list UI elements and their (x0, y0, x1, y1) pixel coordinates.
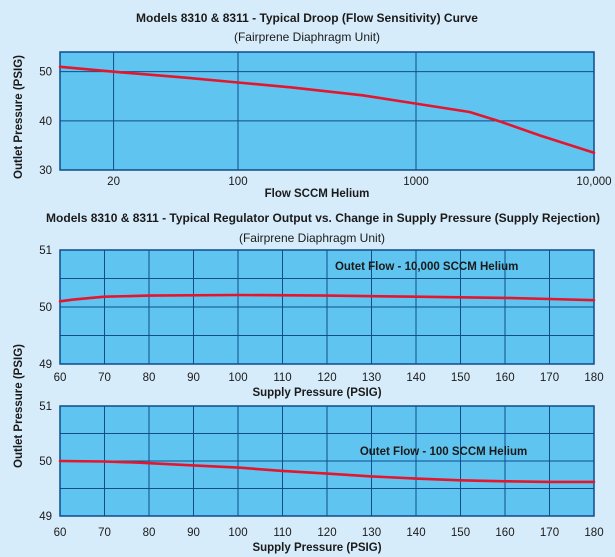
supply-rejection-chart-subtitle: (Fairprene Diaphragm Unit) (239, 231, 385, 245)
droop-x-tick-label: 20 (107, 176, 120, 188)
droop-data-point (59, 66, 61, 68)
droop-data-point (593, 152, 595, 154)
supply-10000-x-tick-label: 160 (495, 372, 514, 384)
supply-10000-data-point (72, 298, 74, 300)
supply-10000-x-tick-label: 90 (187, 372, 200, 384)
droop-series-line (58, 65, 596, 155)
supply-100-x-tick-label: 90 (187, 527, 200, 539)
supply-100-x-tick-label: 80 (143, 527, 156, 539)
supply-10000-x-tick-label: 80 (143, 372, 156, 384)
droop-data-point (237, 81, 239, 83)
supply-10000-data-point (59, 300, 61, 302)
droop-x-tick-label: 10,000 (576, 176, 611, 188)
droop-chart-ylabel: Outlet Pressure (PSIG) (13, 55, 25, 179)
supply-100-x-tick-label: 100 (228, 527, 247, 539)
supply-100-annotation: Outet Flow - 100 SCCM Helium (360, 446, 527, 458)
supply-100-chart: 60 70 80 90 100 110 120 130 140 150 160 170 180 49 50 5… (39, 401, 603, 554)
supply-100-x-tick-label: 170 (540, 527, 559, 539)
supply-10000-data-point (237, 294, 239, 296)
supply-10000-x-tick-label: 130 (362, 372, 381, 384)
supply-rejection-chart-title: Models 8310 & 8311 - Typical Regulator O… (46, 211, 600, 225)
supply-10000-data-point (548, 298, 550, 300)
supply-100-series-line (58, 459, 596, 484)
supply-100-x-tick-label: 120 (317, 527, 336, 539)
supply-100-data-point (139, 461, 141, 463)
supply-100-y-tick-label: 51 (39, 401, 52, 413)
droop-plot-area (60, 52, 594, 170)
supply-10000-plot-frame (59, 249, 595, 365)
droop-data-point (500, 121, 502, 123)
supply-100-data-point (548, 481, 550, 483)
chart-panels: 20 100 1000 10,000 30 40 50 Flow SCCM Helium 60 7… (39, 51, 612, 554)
droop-x-tick-label: 1000 (403, 176, 429, 188)
supply-100-data-point (192, 464, 194, 466)
supply-10000-data-point (415, 296, 417, 298)
supply-100-data-point (593, 481, 595, 483)
droop-chart-subtitle: (Fairprene Diaphragm Unit) (234, 30, 380, 44)
supply-10000-x-tick-label: 100 (228, 372, 247, 384)
supply-10000-x-tick-label: 140 (406, 372, 425, 384)
supply-100-x-tick-label: 180 (584, 527, 603, 539)
supply-10000-x-axis-label: Supply Pressure (PSIG) (252, 387, 381, 399)
droop-y-tick-label: 40 (39, 116, 52, 128)
droop-data-point (112, 70, 114, 72)
supply-100-x-tick-label: 160 (495, 527, 514, 539)
supply-100-x-tick-label: 140 (406, 527, 425, 539)
supply-100-y-tick-label: 50 (39, 456, 52, 468)
supply-100-x-tick-label: 60 (54, 527, 67, 539)
supply-100-data-point (370, 475, 372, 477)
supply-100-data-point (237, 466, 239, 468)
droop-data-point (183, 76, 185, 78)
supply-10000-y-tick-label: 51 (39, 245, 52, 257)
supply-10000-x-tick-label: 180 (584, 372, 603, 384)
droop-x-tick-label: 100 (228, 176, 247, 188)
supply-100-data-point (59, 460, 61, 462)
supply-100-x-tick-label: 130 (362, 527, 381, 539)
supply-10000-series-line (58, 293, 596, 303)
supply-100-data-point (281, 470, 283, 472)
supply-100-x-tick-label: 150 (451, 527, 470, 539)
supply-100-data-point (459, 479, 461, 481)
supply-10000-data-point (326, 294, 328, 296)
droop-chart-title: Models 8310 & 8311 - Typical Droop (Flow… (136, 11, 478, 25)
supply-10000-x-tick-label: 120 (317, 372, 336, 384)
droop-plot-frame (59, 51, 595, 171)
droop-x-axis-label: Flow SCCM Helium (265, 188, 370, 200)
supply-100-data-point (103, 460, 105, 462)
shared-ylabel: Outlet Pressure (PSIG) (13, 344, 25, 468)
droop-data-point (415, 102, 417, 104)
supply-100-y-tick-label: 49 (39, 511, 52, 523)
supply-10000-data-point (593, 299, 595, 301)
supply-100-data-point (415, 477, 417, 479)
droop-chart: 20 100 1000 10,000 30 40 50 Flow SCCM Helium (39, 51, 612, 200)
supply-100-data-point (326, 472, 328, 474)
droop-data-point (539, 134, 541, 136)
droop-data-point (468, 111, 470, 113)
supply-100-x-tick-label: 70 (98, 527, 111, 539)
supply-10000-x-tick-label: 70 (98, 372, 111, 384)
supply-10000-x-tick-label: 60 (54, 372, 67, 384)
supply-100-x-tick-label: 110 (273, 527, 291, 539)
supply-10000-chart: 60 70 80 90 100 110 120 130 140 150 160 170 180 49 50 5… (39, 245, 603, 399)
supply-10000-x-tick-label: 110 (273, 372, 291, 384)
supply-10000-annotation: Outet Flow - 10,000 SCCM Helium (335, 261, 518, 273)
supply-100-data-point (504, 480, 506, 482)
supply-10000-data-point (148, 294, 150, 296)
supply-10000-x-tick-label: 170 (540, 372, 559, 384)
supply-10000-data-point (504, 297, 506, 299)
droop-data-point (290, 86, 292, 88)
droop-y-tick-label: 50 (39, 67, 52, 79)
droop-y-tick-label: 30 (39, 165, 52, 177)
droop-data-point (361, 94, 363, 96)
supply-10000-x-tick-label: 150 (451, 372, 470, 384)
supply-10000-data-point (103, 296, 105, 298)
supply-100-x-axis-label: Supply Pressure (PSIG) (252, 542, 381, 554)
supply-10000-y-tick-label: 49 (39, 359, 52, 371)
supply-10000-y-tick-label: 50 (39, 302, 52, 314)
